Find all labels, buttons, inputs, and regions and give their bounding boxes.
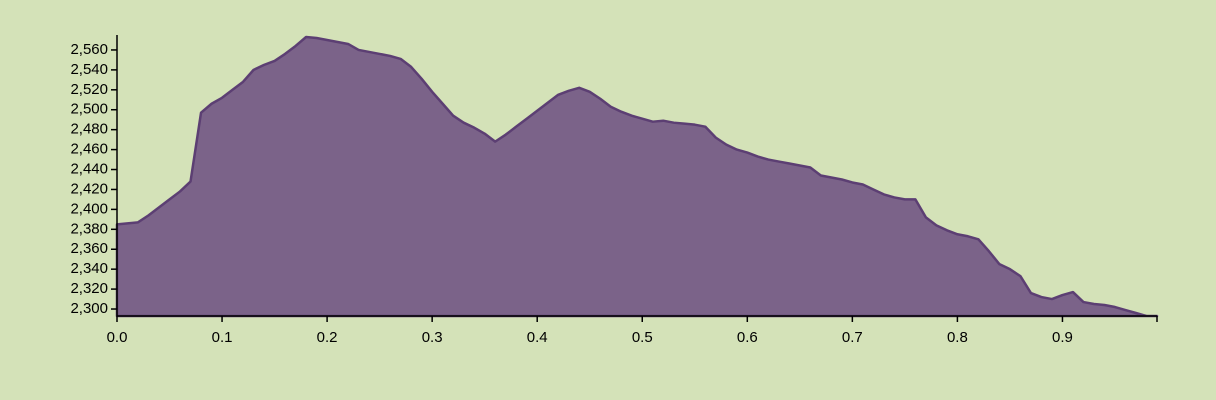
x-tick-label: 0.8 <box>947 329 968 346</box>
y-tick-label: 2,380 <box>70 220 108 237</box>
plot-area <box>115 35 1159 318</box>
y-tick-label: 2,560 <box>70 41 108 58</box>
x-tick-label: 0.3 <box>422 329 443 346</box>
y-tick-label: 2,320 <box>70 280 108 297</box>
y-tick-label: 2,440 <box>70 160 108 177</box>
y-tick-label: 2,540 <box>70 61 108 78</box>
y-tick-label: 2,480 <box>70 121 108 138</box>
y-tick-label: 2,420 <box>70 180 108 197</box>
y-tick-label: 2,400 <box>70 200 108 217</box>
x-tick-label: 0.6 <box>737 329 758 346</box>
x-tick-label: 0.0 <box>107 329 128 346</box>
y-tick-label: 2,500 <box>70 101 108 118</box>
y-tick-label: 2,360 <box>70 240 108 257</box>
x-tick-label: 0.4 <box>527 329 548 346</box>
y-tick-label: 2,300 <box>70 300 108 317</box>
y-tick-label: 2,460 <box>70 141 108 158</box>
x-tick-label: 0.7 <box>842 329 863 346</box>
x-tick-label: 0.5 <box>632 329 653 346</box>
x-tick-label: 0.2 <box>317 329 338 346</box>
area-series <box>115 35 1159 318</box>
x-tick-label: 0.1 <box>212 329 233 346</box>
y-axis: 2,300 2,320 2,340 2,360 2,380 2,400 2,420 2,440… <box>70 35 118 317</box>
y-tick-label: 2,520 <box>70 81 108 98</box>
x-tick-label: 0.9 <box>1052 329 1073 346</box>
y-tick-label: 2,340 <box>70 260 108 277</box>
x-axis: 0.0 0.1 0.2 0.3 0.4 0.5 0.6 0.7 0.8 0.9 <box>107 315 1158 346</box>
